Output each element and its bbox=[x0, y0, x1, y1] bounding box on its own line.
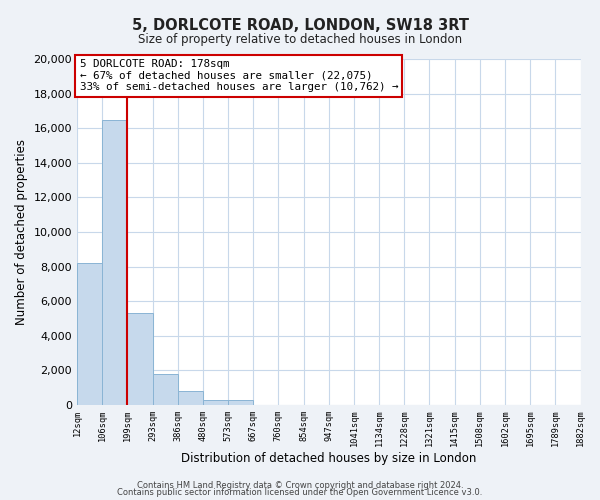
X-axis label: Distribution of detached houses by size in London: Distribution of detached houses by size … bbox=[181, 452, 476, 465]
Bar bbox=[102, 120, 127, 405]
Bar bbox=[228, 400, 253, 405]
Bar bbox=[203, 400, 228, 405]
Bar bbox=[152, 374, 178, 405]
Text: Size of property relative to detached houses in London: Size of property relative to detached ho… bbox=[138, 32, 462, 46]
Bar bbox=[127, 313, 152, 405]
Text: 5, DORLCOTE ROAD, LONDON, SW18 3RT: 5, DORLCOTE ROAD, LONDON, SW18 3RT bbox=[131, 18, 469, 32]
Text: Contains public sector information licensed under the Open Government Licence v3: Contains public sector information licen… bbox=[118, 488, 482, 497]
Text: Contains HM Land Registry data © Crown copyright and database right 2024.: Contains HM Land Registry data © Crown c… bbox=[137, 480, 463, 490]
Bar bbox=[178, 391, 203, 405]
Text: 5 DORLCOTE ROAD: 178sqm
← 67% of detached houses are smaller (22,075)
33% of sem: 5 DORLCOTE ROAD: 178sqm ← 67% of detache… bbox=[80, 59, 398, 92]
Y-axis label: Number of detached properties: Number of detached properties bbox=[15, 139, 28, 325]
Bar bbox=[77, 263, 102, 405]
